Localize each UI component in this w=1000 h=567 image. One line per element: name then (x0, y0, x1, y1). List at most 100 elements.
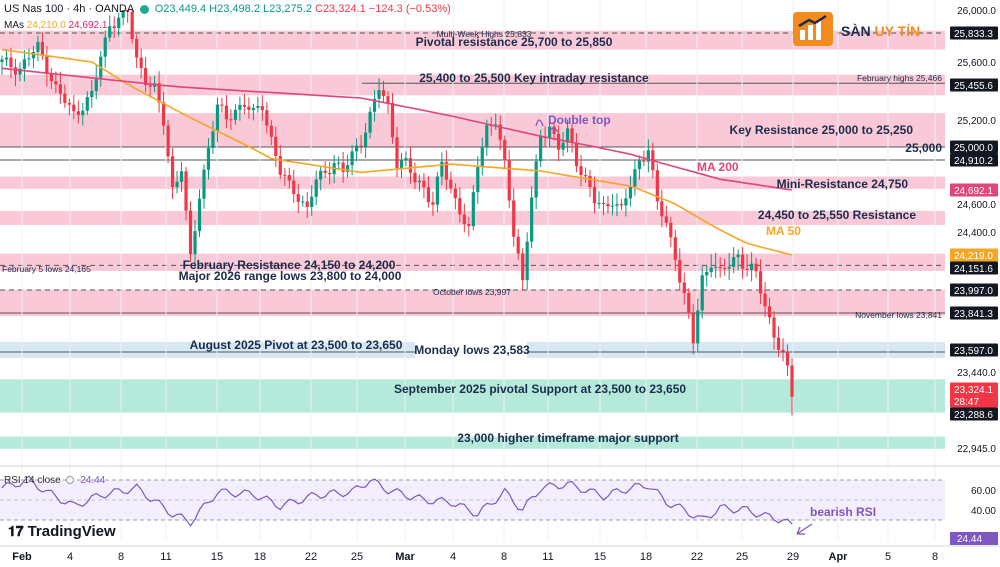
candle-body-6 (27, 58, 31, 60)
candle-body-123 (552, 126, 556, 134)
candle-body-7 (31, 51, 36, 59)
price-tag-7: 23,997.0 (954, 286, 993, 297)
x-tick-8: Mar (395, 551, 415, 563)
rsi-value-tag: 24.44 (957, 534, 982, 545)
price-tag-10: 23,324.1 (954, 385, 993, 396)
candle-body-132 (592, 187, 597, 204)
price-tag-bg-9 (950, 343, 998, 357)
candle-body-53 (238, 104, 242, 110)
candle-body-9 (40, 41, 44, 56)
symbol-title[interactable]: US Nas 100 · 4h · OANDA (4, 3, 134, 15)
annotation-ma50: MA 50 (766, 224, 801, 238)
candle-body-150 (673, 237, 677, 261)
line-label-5: November lows 23,841 (855, 310, 942, 320)
candle-body-170 (763, 293, 767, 307)
rsi-value-tag-bg (950, 532, 998, 545)
candle-body-60 (269, 125, 273, 137)
candle-body-73 (328, 172, 332, 175)
candle-body-166 (745, 268, 749, 271)
candle-body-31 (139, 57, 143, 69)
x-tick-17: Apr (829, 551, 849, 563)
candle-body-103 (462, 214, 466, 225)
candle-body-5 (22, 59, 27, 69)
candle-body-144 (646, 150, 650, 162)
candle-body-148 (664, 216, 668, 223)
candle-body-110 (494, 124, 498, 126)
candle-body-41 (184, 171, 188, 211)
candle-body-96 (431, 202, 435, 205)
candle-body-133 (597, 202, 601, 204)
moving-averages-layer (1, 48, 793, 256)
price-tag-1: 25,455.6 (954, 81, 993, 92)
x-tick-9: 4 (450, 551, 456, 563)
price-tag-2: 25,000.0 (954, 143, 993, 154)
price-tag-bg-1 (950, 78, 998, 92)
candle-body-176 (790, 365, 794, 397)
candle-body-152 (682, 282, 686, 294)
ma-legend[interactable]: MAs 24,210.0 24,692.1 (4, 20, 107, 31)
candle-body-127 (570, 128, 574, 143)
candle-body-64 (287, 175, 291, 181)
candle-body-62 (278, 156, 282, 175)
candle-body-15 (67, 102, 71, 105)
zone-5 (0, 253, 945, 271)
candle-body-136 (610, 205, 615, 207)
candle-body-102 (458, 198, 462, 215)
price-tag-bg-8 (950, 306, 998, 320)
price-tag-8: 23,841.3 (954, 309, 993, 320)
candle-body-106 (476, 167, 480, 193)
candle-body-82 (368, 111, 372, 133)
logo-text-a: SÀN (841, 23, 875, 39)
x-tick-10: 8 (501, 551, 507, 563)
candle-body-36 (161, 102, 166, 126)
candle-body-154 (691, 313, 695, 344)
candle-body-128 (574, 142, 579, 167)
x-tick-1: 4 (67, 551, 73, 563)
candle-body-94 (422, 180, 426, 188)
candle-body-116 (521, 253, 525, 281)
x-tick-7: 25 (351, 551, 363, 563)
candle-body-71 (319, 170, 323, 180)
x-tick-3: 11 (160, 551, 171, 563)
candle-body-17 (76, 111, 80, 116)
zone-label-9: 23,000 higher timeframe major support (457, 431, 678, 445)
rsi-legend-value: 24.44 (80, 475, 106, 486)
candle-body-138 (619, 204, 624, 206)
candle-body-0 (0, 59, 4, 62)
candle-body-35 (157, 83, 161, 103)
x-tick-16: 29 (787, 551, 799, 563)
line-label-1: February highs 25,466 (857, 73, 942, 83)
candle-body-49 (220, 104, 224, 106)
rsi-legend[interactable]: RSI 14 close 24.44 (4, 475, 105, 486)
rsi-tick-40: 40.00 (971, 506, 996, 517)
candle-body-33 (148, 85, 152, 87)
candle-body-167 (750, 263, 754, 271)
zone-label-1: 25,400 to 25,500 Key intraday resistance (419, 71, 649, 85)
zone-8 (0, 379, 945, 413)
candle-body-29 (130, 11, 134, 40)
candle-body-13 (58, 84, 62, 94)
candle-body-137 (615, 204, 619, 206)
candle-body-65 (292, 180, 296, 195)
zone-9 (0, 436, 945, 449)
high-value: H23,498.2 (209, 3, 260, 15)
candle-body-21 (94, 77, 98, 91)
candle-body-156 (700, 275, 704, 311)
x-tick-18: 5 (885, 551, 891, 563)
candle-body-149 (669, 222, 673, 238)
candle-body-12 (54, 81, 58, 85)
price-tag-bg-4 (950, 183, 998, 197)
candle-body-118 (530, 197, 534, 242)
candle-body-20 (90, 90, 94, 98)
candle-body-141 (633, 169, 637, 187)
zone-label-6: Major 2026 range lows 23,800 to 24,000 (179, 269, 402, 283)
y-tick-2: 25,200.0 (957, 116, 996, 127)
candle-body-45 (202, 169, 206, 199)
rsi-settings-icon[interactable] (66, 476, 75, 485)
x-tick-11: 11 (542, 551, 553, 563)
candle-body-104 (467, 224, 471, 227)
price-tag-bg-7 (950, 283, 998, 297)
candle-body-37 (166, 125, 170, 157)
candle-body-23 (103, 37, 107, 57)
candle-body-81 (363, 132, 368, 147)
